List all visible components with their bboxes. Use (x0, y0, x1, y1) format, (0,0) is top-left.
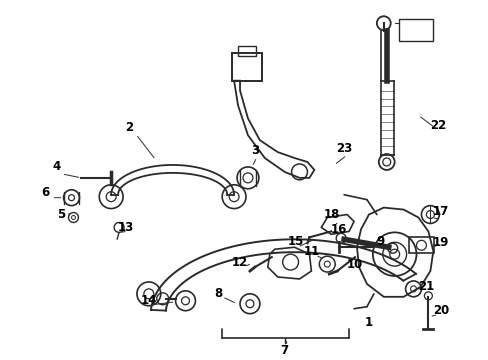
Text: 8: 8 (214, 287, 222, 300)
Text: 13: 13 (118, 221, 134, 234)
Text: 1: 1 (364, 316, 372, 329)
Bar (232, 53, 261, 81)
Text: 16: 16 (330, 223, 346, 236)
Text: 12: 12 (231, 256, 247, 269)
Text: 14: 14 (141, 294, 157, 307)
Text: 15: 15 (287, 235, 303, 248)
Text: 23: 23 (335, 141, 351, 154)
Bar (408, 237, 433, 253)
Text: 9: 9 (376, 235, 384, 248)
Text: 21: 21 (417, 280, 434, 293)
Text: 19: 19 (432, 236, 448, 249)
Text: 7: 7 (280, 344, 288, 357)
Text: 2: 2 (125, 121, 133, 134)
Text: 22: 22 (429, 119, 446, 132)
Text: 17: 17 (432, 205, 448, 218)
Text: 18: 18 (324, 208, 340, 221)
Text: 11: 11 (303, 245, 319, 258)
Text: 6: 6 (41, 186, 50, 199)
Bar (238, 46, 255, 56)
Bar (398, 19, 432, 41)
Text: 5: 5 (58, 208, 65, 221)
Text: 4: 4 (52, 161, 61, 174)
Text: 10: 10 (346, 258, 363, 271)
Text: 20: 20 (432, 304, 448, 317)
Text: 3: 3 (250, 144, 259, 157)
